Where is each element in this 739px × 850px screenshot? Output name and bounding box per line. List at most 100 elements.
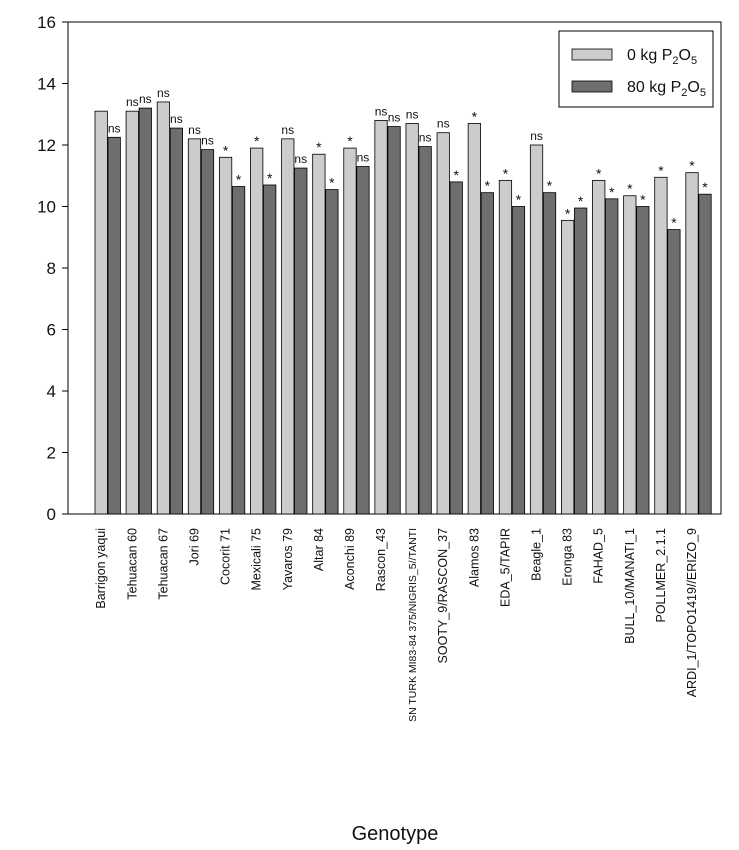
legend: 0 kg P2O5 80 kg P2O5 (558, 30, 714, 108)
significance-label: ns (188, 123, 201, 137)
bar (436, 132, 450, 515)
significance-label: ns (170, 112, 183, 126)
legend-label: 80 kg P2O5 (627, 79, 706, 99)
bar (387, 126, 401, 515)
x-tick-label: Yavaros 79 (281, 528, 295, 590)
significance-label: * (702, 179, 708, 195)
significance-label: ns (530, 129, 543, 143)
significance-label: * (516, 192, 522, 208)
bar (187, 138, 202, 515)
bar (529, 144, 544, 515)
significance-label: ns (357, 151, 370, 165)
legend-box (558, 30, 714, 108)
x-tick-label: Jori 69 (187, 528, 201, 566)
significance-label: * (329, 175, 335, 191)
significance-label: * (658, 162, 664, 178)
significance-label: ns (294, 152, 307, 166)
y-tick-label: 4 (47, 382, 56, 401)
significance-label: ns (126, 95, 139, 109)
bar (542, 192, 557, 515)
significance-label: * (347, 133, 353, 149)
significance-label: * (223, 142, 229, 158)
significance-label: ns (406, 107, 419, 121)
y-tick-label: 14 (37, 75, 56, 94)
bar (312, 153, 326, 515)
x-tick-label: EDA_5/TAPIR (498, 528, 512, 607)
x-tick-label: Eronga 83 (561, 528, 575, 586)
significance-label: * (503, 165, 509, 181)
significance-label: * (578, 193, 584, 209)
significance-label: * (671, 215, 677, 231)
bar (418, 146, 432, 515)
x-tick-label: Tehuacan 60 (125, 528, 139, 600)
bar (294, 167, 308, 515)
bars-group (94, 101, 712, 515)
significance-label: ns (201, 134, 214, 148)
x-tick-label: Mexicali 75 (250, 528, 264, 591)
bar (511, 206, 526, 515)
significance-label: * (640, 192, 646, 208)
significance-label: * (254, 133, 260, 149)
bar (325, 189, 339, 515)
x-tick-label: Cocorit 71 (219, 528, 233, 585)
bar (698, 193, 712, 515)
bar (169, 127, 183, 515)
significance-label: * (472, 108, 478, 124)
significance-label: * (267, 170, 273, 186)
bar (374, 120, 388, 515)
bar (667, 229, 681, 515)
significance-label: * (609, 184, 615, 200)
significance-label: ns (108, 121, 121, 135)
bar (200, 149, 215, 515)
y-tick-label: 0 (47, 505, 56, 524)
x-tick-label: BULL_10/MANATI_1 (623, 528, 637, 644)
x-tick-label: POLLMER_2.1.1 (654, 528, 668, 623)
bar (685, 172, 699, 515)
bar (343, 147, 357, 515)
bar (281, 138, 295, 515)
bar (218, 156, 233, 515)
x-tick-label: Tehuacan 67 (156, 528, 170, 600)
significance-label: * (485, 178, 491, 194)
bar (250, 147, 264, 515)
bar (561, 219, 575, 515)
y-tick-label: 2 (47, 444, 56, 463)
x-tick-label: FAHAD_5 (592, 528, 606, 584)
x-tick-label: Rascon_43 (374, 528, 388, 591)
significance-label: ns (139, 92, 152, 106)
bar (107, 136, 121, 515)
significance-label: ns (419, 131, 432, 145)
x-tick-label: Aconchi 89 (343, 528, 357, 590)
y-axis: 0 2 4 6 8 10 12 14 16 (37, 13, 68, 524)
y-tick-label: 12 (37, 136, 56, 155)
bar (405, 123, 419, 515)
significance-label: * (547, 178, 553, 194)
x-tick-label: SOOTY_9/RASCON_37 (436, 528, 450, 664)
significance-label: ns (388, 111, 401, 125)
bar (138, 107, 152, 515)
bar (125, 110, 139, 515)
x-tick-label: ARDI_1/TOPO1419//ERIZO_9 (685, 528, 699, 697)
x-axis: Barrigon yaqui Tehuacan 60 Tehuacan 67 Jori… (94, 528, 699, 722)
significance-label: * (596, 165, 602, 181)
bar (480, 192, 494, 515)
x-axis-title: Genotype (352, 823, 439, 845)
x-tick-label: Alamos 83 (467, 528, 481, 587)
y-tick-label: 8 (47, 259, 56, 278)
significance-label: ns (157, 86, 170, 100)
bar (156, 101, 170, 515)
bar (467, 123, 481, 515)
bar (654, 176, 668, 515)
significance-label: * (565, 205, 571, 221)
bar (574, 207, 588, 515)
significance-label: * (236, 172, 242, 188)
x-tick-label: Altar 84 (312, 528, 326, 571)
bar (592, 179, 606, 515)
significance-label: * (627, 181, 633, 197)
bar (263, 184, 277, 515)
bar (449, 181, 463, 515)
significance-label: * (454, 167, 460, 183)
significance-label: * (689, 158, 695, 174)
